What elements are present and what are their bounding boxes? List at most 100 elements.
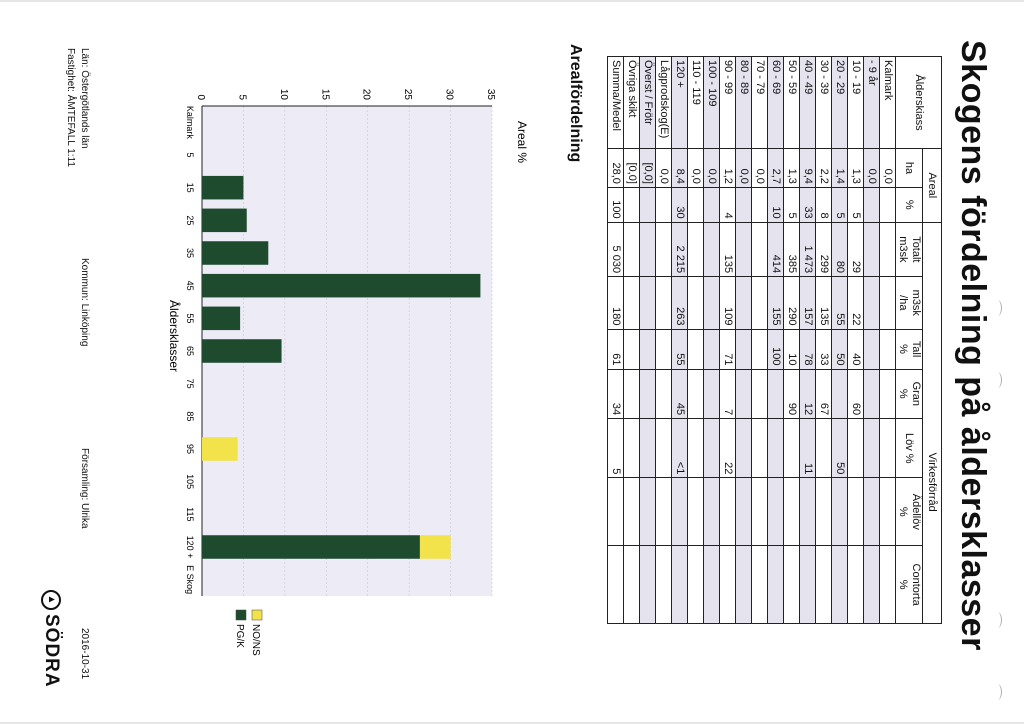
table-row: Övriga skikt [0,0] (623, 56, 640, 624)
cell-pct (703, 187, 720, 223)
punch-mark (993, 300, 1002, 316)
table-row: 120 +8,4 30 2 215 263 55 45 <1 (671, 56, 688, 624)
legend-label: PG/K (234, 624, 245, 648)
x-tick-label: 105 (185, 474, 195, 489)
cell-tot: 29 (847, 222, 864, 277)
cell-pct (655, 187, 672, 223)
x-tick-label: E Skog (185, 565, 195, 594)
cell-tot: 385 (783, 222, 800, 277)
cell-lov: 50 (831, 418, 848, 478)
cell-adel (799, 477, 816, 546)
table-row: Överst / Frötr [0,0] (639, 56, 656, 624)
cell-adel (735, 477, 752, 546)
footer-fastighet: Fastighet: ÅMTEFALL 1:11 (65, 48, 76, 167)
cell-tall (655, 329, 672, 370)
cell-tot (655, 222, 672, 277)
table-row: 110 - 119 0,0 (687, 56, 704, 624)
sodra-logo: ▲SÖDRA (40, 590, 62, 688)
table-row: 20 - 29 1,4 5 80 55 50 50 (831, 56, 848, 624)
cell-cont (607, 545, 624, 624)
cell-lov (767, 418, 784, 478)
footer-date: 2016-10-31 (79, 628, 90, 680)
cell-lov (735, 418, 752, 478)
cell-mha (639, 276, 656, 330)
cell-ha: 0,0 (735, 148, 752, 188)
table-body: Kalmark 0,0- 9 år 0,0 10 - 19 1,3 5 29 22 40 60 20… (607, 56, 896, 624)
scan-edge-top (0, 0, 1024, 2)
row-label: 110 - 119 (687, 56, 704, 149)
row-label: 90 - 99 (719, 56, 736, 149)
area-distribution-chart: Areal % Åldersklasser 0 5 10 15 20 25 30 35 Kalm… (167, 89, 529, 656)
cell-lov (879, 418, 896, 478)
cell-adel (879, 477, 896, 546)
cell-tall (735, 329, 752, 370)
bar-nons (202, 437, 238, 461)
header-alder: Ålderskiass (895, 56, 942, 149)
table-row: 90 - 99 1,2 4 135 109 71 7 22 (719, 56, 736, 624)
cell-lov: <1 (671, 418, 688, 478)
cell-lov (847, 418, 864, 478)
cell-cont (815, 545, 832, 624)
row-label: Summa/Medel (607, 56, 624, 149)
cell-cont (767, 545, 784, 624)
x-tick-label: 85 (185, 411, 195, 421)
cell-gran (831, 369, 848, 419)
cell-adel (623, 477, 640, 546)
header-m3sk-ha: m3sk/ha (895, 276, 923, 330)
cell-tall: 100 (767, 329, 784, 370)
cell-cont (863, 545, 880, 624)
cell-mha (687, 276, 704, 330)
cell-lov (639, 418, 656, 478)
row-label: 100 - 109 (703, 56, 720, 149)
cell-cont (783, 545, 800, 624)
cell-pct: 5 (847, 187, 864, 223)
cell-tot (703, 222, 720, 277)
plot-area (202, 106, 492, 596)
cell-lov (863, 418, 880, 478)
bar-nons (419, 535, 451, 559)
legend-label: NO/NS (250, 624, 261, 656)
cell-ha: 0,0 (879, 148, 896, 188)
x-tick-label: 115 (185, 507, 195, 521)
punch-mark (993, 372, 1002, 388)
cell-pct: 4 (719, 187, 736, 223)
cell-tot (879, 222, 896, 277)
cell-lov (687, 418, 704, 478)
cell-ha: 0,0 (687, 148, 704, 188)
cell-pct: 100 (607, 187, 624, 223)
cell-mha (703, 276, 720, 330)
section-title: Arealfördelning (567, 44, 584, 163)
y-tick-label: 35 (485, 89, 496, 101)
row-label: 70 - 79 (751, 56, 768, 149)
cell-ha: 1,3 (847, 148, 864, 188)
header-lov: Löv % (895, 418, 923, 478)
header-gran: Gran% (895, 369, 923, 419)
row-label: Övriga skikt (623, 56, 640, 149)
row-label: Lågprodskog(E) (655, 56, 672, 149)
cell-mha (863, 276, 880, 330)
cell-adel (655, 477, 672, 546)
cell-mha (879, 276, 896, 330)
cell-tot: 299 (815, 222, 832, 277)
legend-swatch (235, 609, 247, 621)
cell-tall (751, 329, 768, 370)
cell-gran (751, 369, 768, 419)
row-label: - 9 år (863, 56, 880, 149)
row-label: 30 - 39 (815, 56, 832, 149)
cell-adel (751, 477, 768, 546)
table-row: 40 - 49 9,4 33 1 473 157 78 12 11 (799, 56, 816, 624)
cell-adel (863, 477, 880, 546)
sodra-logo-icon: ▲ (41, 590, 62, 610)
bar-pgk (202, 306, 241, 331)
cell-lov (815, 418, 832, 478)
cell-pct: 10 (767, 187, 784, 223)
cell-gran: 90 (783, 369, 800, 419)
cell-pct (879, 187, 896, 223)
footer: Län: Östergötlands län Kommun: Linköping… (62, 48, 90, 688)
cell-ha: 9,4 (799, 148, 816, 188)
cell-tall: 61 (607, 329, 624, 370)
cell-ha: 2,7 (767, 148, 784, 188)
table-row: Lågprodskog(E) 0,0 (655, 56, 672, 624)
cell-gran (703, 369, 720, 419)
cell-tot: 80 (831, 222, 848, 277)
